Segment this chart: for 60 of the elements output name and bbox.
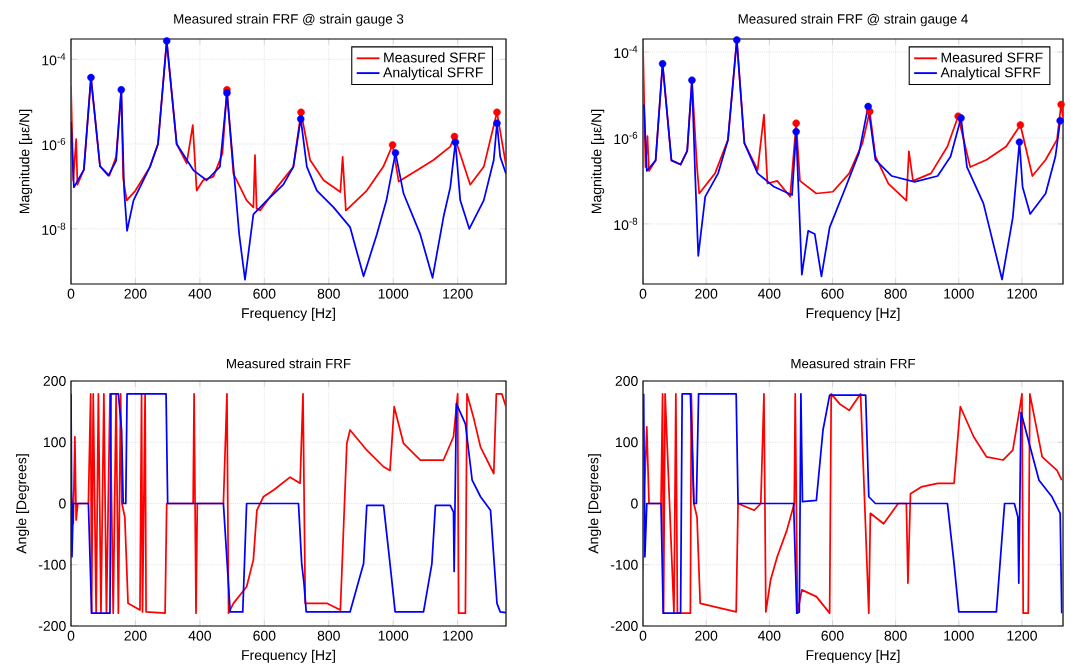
y-axis-title: Angle [Degrees] <box>16 454 30 554</box>
y-tick-label: 0 <box>631 498 638 509</box>
legend-label: Measured SFRF <box>941 52 1043 63</box>
y-tick-label: 200 <box>43 376 66 386</box>
y-tick-label: 10$^{-4}$ <box>614 45 638 59</box>
legend-label: Analytical SFRF <box>940 67 1041 81</box>
chart-title: Measured strain FRF <box>226 358 351 369</box>
y-axis-title: Magnitude [με/N] <box>591 109 605 214</box>
x-tick-label: 0 <box>67 630 75 641</box>
chart-title: Measured strain FRF <box>791 358 916 369</box>
y-tick-label: 10$^{-8}$ <box>614 217 638 231</box>
x-tick-label: 800 <box>317 630 340 641</box>
x-tick-label: 1000 <box>378 630 409 641</box>
x-tick-label: 0 <box>639 288 647 299</box>
y-tick-label: 100 <box>44 437 66 448</box>
y-tick-label: -100 <box>610 559 638 570</box>
y-tick-label: 10$^{-4}$ <box>42 53 66 66</box>
legend-label: Analytical SFRF <box>383 67 483 81</box>
x-tick-label: 800 <box>884 630 907 641</box>
x-tick-label: 1200 <box>443 288 473 299</box>
y-tick-label: 100 <box>616 437 638 448</box>
y-tick-label: 200 <box>615 376 638 386</box>
x-axis-title: Frequency [Hz] <box>242 649 335 663</box>
x-axis-title: Frequency [Hz] <box>806 307 900 321</box>
x-tick-label: 400 <box>188 288 212 299</box>
y-tick-label: -200 <box>38 621 66 631</box>
x-tick-label: 1200 <box>1007 288 1037 299</box>
chart-title: Measured strain FRF @ strain gauge 3 <box>174 13 404 27</box>
y-tick-label: 0 <box>59 498 66 509</box>
x-tick-label: 200 <box>695 288 718 299</box>
x-tick-label: 1000 <box>944 630 974 641</box>
x-tick-label: 1200 <box>443 630 473 641</box>
x-axis-title: Frequency [Hz] <box>242 307 335 321</box>
x-tick-label: 1000 <box>944 288 974 299</box>
chart-title: Measured strain FRF @ strain gauge 4 <box>738 13 968 27</box>
x-tick-label: 400 <box>757 630 781 641</box>
x-tick-label: 200 <box>124 630 147 641</box>
legend-label: Measured SFRF <box>384 52 486 63</box>
x-tick-label: 1200 <box>1007 630 1037 641</box>
y-tick-label: 10$^{-8}$ <box>42 222 66 235</box>
y-tick-label: -100 <box>38 559 66 570</box>
x-tick-label: 400 <box>188 630 212 641</box>
x-tick-label: 0 <box>67 288 75 299</box>
x-axis-title: Frequency [Hz] <box>806 649 900 663</box>
y-tick-label: -200 <box>610 621 638 631</box>
x-tick-label: 600 <box>253 288 276 299</box>
x-tick-label: 0 <box>639 630 647 641</box>
y-axis-title: Angle [Degrees] <box>588 454 602 554</box>
x-tick-label: 600 <box>821 288 844 299</box>
x-tick-label: 400 <box>757 288 781 299</box>
y-axis-title: Magnitude [με/N] <box>19 109 33 214</box>
x-tick-label: 600 <box>253 630 276 641</box>
x-tick-label: 1000 <box>378 288 409 299</box>
x-tick-label: 800 <box>317 288 340 299</box>
x-tick-label: 200 <box>695 630 718 641</box>
y-tick-label: 10$^{-6}$ <box>42 137 66 151</box>
x-tick-label: 800 <box>884 288 907 299</box>
x-tick-label: 600 <box>821 630 844 641</box>
x-tick-label: 200 <box>124 288 147 299</box>
y-tick-label: 10$^{-6}$ <box>614 131 638 145</box>
